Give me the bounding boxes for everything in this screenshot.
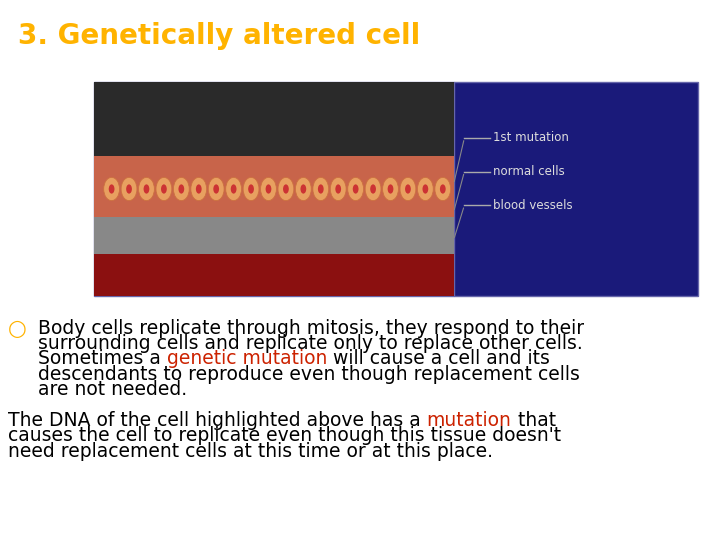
Bar — [94, 82, 454, 166]
Ellipse shape — [126, 184, 132, 194]
Ellipse shape — [109, 184, 114, 194]
Ellipse shape — [266, 184, 271, 194]
Text: ○: ○ — [8, 319, 27, 339]
Text: surrounding cells and replicate only to replace other cells.: surrounding cells and replicate only to … — [38, 334, 582, 353]
Text: Body cells replicate through mitosis, they respond to their: Body cells replicate through mitosis, th… — [38, 319, 584, 338]
Ellipse shape — [225, 177, 241, 201]
Ellipse shape — [104, 177, 120, 201]
Text: normal cells: normal cells — [493, 165, 565, 178]
Ellipse shape — [348, 177, 364, 201]
Text: blood vessels: blood vessels — [493, 199, 573, 212]
Ellipse shape — [418, 177, 433, 201]
Ellipse shape — [382, 177, 398, 201]
Ellipse shape — [156, 177, 172, 201]
Text: that: that — [512, 411, 556, 430]
Ellipse shape — [208, 177, 224, 201]
Ellipse shape — [365, 177, 381, 201]
Ellipse shape — [179, 184, 184, 194]
Ellipse shape — [138, 177, 154, 201]
Ellipse shape — [387, 184, 393, 194]
Ellipse shape — [213, 184, 219, 194]
Text: descendants to reproduce even though replacement cells: descendants to reproduce even though rep… — [38, 364, 580, 384]
Ellipse shape — [121, 177, 137, 201]
Ellipse shape — [370, 184, 376, 194]
Text: need replacement cells at this time or at this place.: need replacement cells at this time or a… — [8, 442, 493, 461]
Ellipse shape — [423, 184, 428, 194]
Ellipse shape — [440, 184, 446, 194]
Ellipse shape — [330, 177, 346, 201]
Bar — [94, 254, 454, 296]
Text: 1st mutation: 1st mutation — [493, 131, 569, 144]
Ellipse shape — [174, 177, 189, 201]
Ellipse shape — [196, 184, 202, 194]
Ellipse shape — [143, 184, 149, 194]
Text: Sometimes a: Sometimes a — [38, 349, 167, 368]
Ellipse shape — [248, 184, 254, 194]
Ellipse shape — [300, 184, 306, 194]
Ellipse shape — [191, 177, 207, 201]
Ellipse shape — [336, 184, 341, 194]
Ellipse shape — [435, 177, 451, 201]
Ellipse shape — [261, 177, 276, 201]
FancyBboxPatch shape — [94, 157, 454, 221]
Text: are not needed.: are not needed. — [38, 380, 187, 399]
Text: will cause a cell and its: will cause a cell and its — [328, 349, 550, 368]
Ellipse shape — [278, 177, 294, 201]
Ellipse shape — [161, 184, 167, 194]
Ellipse shape — [318, 184, 324, 194]
Bar — [454, 82, 698, 296]
Text: 3. Genetically altered cell: 3. Genetically altered cell — [18, 23, 420, 50]
Ellipse shape — [400, 177, 416, 201]
Bar — [94, 217, 454, 259]
Ellipse shape — [230, 184, 236, 194]
Bar — [94, 82, 454, 296]
Ellipse shape — [295, 177, 311, 201]
Text: genetic mutation: genetic mutation — [167, 349, 328, 368]
Ellipse shape — [313, 177, 329, 201]
Text: mutation: mutation — [427, 411, 512, 430]
Ellipse shape — [405, 184, 411, 194]
Ellipse shape — [243, 177, 259, 201]
Text: causes the cell to replicate even though this tissue doesn't: causes the cell to replicate even though… — [8, 426, 561, 445]
Ellipse shape — [353, 184, 359, 194]
Text: The DNA of the cell highlighted above has a: The DNA of the cell highlighted above ha… — [8, 411, 427, 430]
Ellipse shape — [283, 184, 289, 194]
